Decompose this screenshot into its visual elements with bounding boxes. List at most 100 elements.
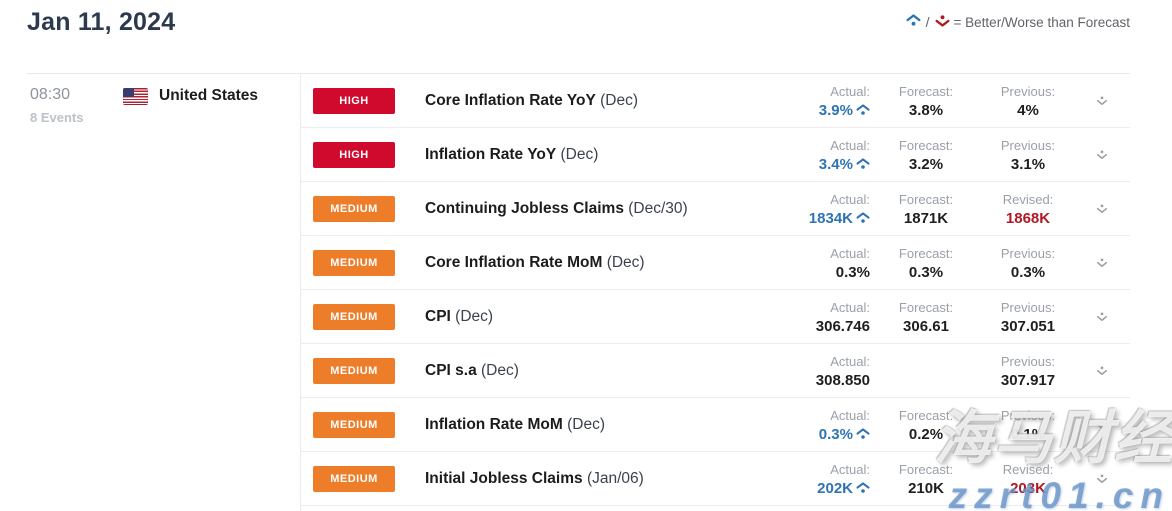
actual-column: Actual: 0.3%	[740, 408, 870, 442]
previous-column: Revised: 1868K	[982, 192, 1074, 226]
event-row[interactable]: MEDIUM Continuing Jobless Claims (Dec/30…	[301, 182, 1130, 236]
actual-value: 3.9%	[818, 101, 853, 119]
third-value: 4%	[1017, 101, 1039, 119]
event-period: (Dec)	[606, 253, 645, 271]
third-label: Previous:	[1000, 407, 1056, 423]
us-flag-icon	[123, 87, 148, 105]
importance-badge: HIGH	[313, 141, 395, 168]
forecast-value: 306.61	[903, 317, 949, 335]
actual-label: Actual:	[830, 407, 870, 423]
third-label: Revised:	[1002, 461, 1054, 477]
actual-value: 202K	[817, 479, 853, 497]
event-title-group: CPI (Dec)	[395, 308, 740, 326]
actual-label: Actual:	[830, 245, 870, 261]
event-title-group: Initial Jobless Claims (Jan/06)	[395, 470, 740, 488]
events-list: HIGH Core Inflation Rate YoY (Dec) Actua…	[301, 74, 1130, 511]
event-row[interactable]: HIGH Core Inflation Rate YoY (Dec) Actua…	[301, 74, 1130, 128]
forecast-column: Forecast: 306.61	[870, 300, 982, 334]
third-value: 307.917	[1000, 371, 1056, 389]
actual-value: 306.746	[815, 317, 870, 335]
calendar-table: 08:30 8 Events United States HIGH Core I…	[27, 73, 1130, 511]
forecast-label: Forecast:	[898, 407, 954, 423]
importance-badge: MEDIUM	[313, 411, 395, 438]
actual-column: Actual: 308.850	[740, 354, 870, 388]
header: Jan 11, 2024 / = Better/Worse than Forec…	[0, 0, 1172, 73]
expand-row-chevron[interactable]	[1074, 311, 1130, 322]
previous-column: Revised: 203K	[982, 462, 1074, 496]
actual-column: Actual: 3.9%	[740, 84, 870, 118]
importance-badge: MEDIUM	[313, 465, 395, 492]
event-title: Inflation Rate YoY	[425, 145, 557, 163]
better-worse-legend: / = Better/Worse than Forecast	[906, 14, 1130, 30]
legend-text: = Better/Worse than Forecast	[953, 14, 1130, 30]
expand-row-chevron[interactable]	[1074, 365, 1130, 376]
events-count: 8 Events	[30, 110, 84, 125]
expand-row-chevron[interactable]	[1074, 419, 1130, 430]
day-column: 08:30 8 Events United States	[27, 74, 301, 511]
importance-badge: MEDIUM	[313, 303, 395, 330]
actual-column: Actual: 1834K	[740, 192, 870, 226]
expand-row-chevron[interactable]	[1074, 149, 1130, 160]
event-title-group: Continuing Jobless Claims (Dec/30)	[395, 200, 740, 218]
expand-row-chevron[interactable]	[1074, 473, 1130, 484]
forecast-value: 1871K	[903, 209, 949, 227]
actual-value: 308.850	[815, 371, 870, 389]
better-arrow-icon	[856, 212, 870, 224]
third-value: 307.051	[1000, 317, 1056, 335]
forecast-value: 0.3%	[908, 263, 944, 281]
third-label: Previous:	[1000, 299, 1056, 315]
previous-column: Previous: 3.1%	[982, 138, 1074, 172]
forecast-label: Forecast:	[898, 299, 954, 315]
importance-badge: HIGH	[313, 87, 395, 114]
event-row[interactable]: MEDIUM Inflation Rate MoM (Dec) Actual: …	[301, 398, 1130, 452]
forecast-label: Forecast:	[898, 245, 954, 261]
event-title-group: Inflation Rate YoY (Dec)	[395, 146, 740, 164]
actual-value: 0.3%	[835, 263, 870, 281]
actual-value: 0.3%	[818, 425, 853, 443]
actual-label: Actual:	[830, 461, 870, 477]
expand-row-chevron[interactable]	[1074, 257, 1130, 268]
event-row[interactable]: MEDIUM CPI (Dec) Actual: 306.746 Forecas…	[301, 290, 1130, 344]
event-title: CPI	[425, 307, 451, 325]
actual-column: Actual: 202K	[740, 462, 870, 496]
better-arrow-icon	[856, 104, 870, 116]
event-row[interactable]: HIGH Inflation Rate YoY (Dec) Actual: 3.…	[301, 128, 1130, 182]
forecast-column: Forecast: 1871K	[870, 192, 982, 226]
country-name: United States	[159, 87, 259, 104]
forecast-label: Forecast:	[898, 137, 954, 153]
event-title: Inflation Rate MoM	[425, 415, 563, 433]
event-time: 08:30	[30, 86, 71, 103]
third-value: 0.3%	[1010, 263, 1046, 281]
country-item[interactable]: United States	[123, 87, 258, 105]
actual-label: Actual:	[830, 191, 870, 207]
event-row[interactable]: MEDIUM Initial Jobless Claims (Jan/06) A…	[301, 452, 1130, 506]
forecast-value: 3.2%	[908, 155, 944, 173]
event-title-group: Core Inflation Rate YoY (Dec)	[395, 92, 740, 110]
expand-row-chevron[interactable]	[1074, 95, 1130, 106]
forecast-value: 210K	[908, 479, 944, 497]
time-block: 08:30 8 Events	[27, 86, 123, 125]
expand-row-chevron[interactable]	[1074, 203, 1130, 214]
event-title-group: Inflation Rate MoM (Dec)	[395, 416, 740, 434]
importance-badge: MEDIUM	[313, 357, 395, 384]
importance-badge: MEDIUM	[313, 249, 395, 276]
event-title-group: CPI s.a (Dec)	[395, 362, 740, 380]
third-label: Revised:	[1002, 191, 1054, 207]
event-period: (Dec/30)	[628, 199, 688, 217]
previous-column: Previous: 307.051	[982, 300, 1074, 334]
actual-label: Actual:	[830, 137, 870, 153]
actual-column: Actual: 3.4%	[740, 138, 870, 172]
worse-arrow-icon	[935, 14, 950, 30]
forecast-label: Forecast:	[898, 191, 954, 207]
actual-label: Actual:	[830, 83, 870, 99]
third-label: Previous:	[1000, 137, 1056, 153]
third-value: 0.1%	[1010, 425, 1046, 443]
event-period: (Dec)	[600, 91, 639, 109]
actual-value: 3.4%	[818, 155, 853, 173]
event-title: Initial Jobless Claims	[425, 469, 583, 487]
event-row[interactable]: MEDIUM Core Inflation Rate MoM (Dec) Act…	[301, 236, 1130, 290]
page-title: Jan 11, 2024	[27, 8, 176, 36]
event-row[interactable]: MEDIUM CPI s.a (Dec) Actual: 308.850 Pre…	[301, 344, 1130, 398]
forecast-label: Forecast:	[898, 83, 954, 99]
